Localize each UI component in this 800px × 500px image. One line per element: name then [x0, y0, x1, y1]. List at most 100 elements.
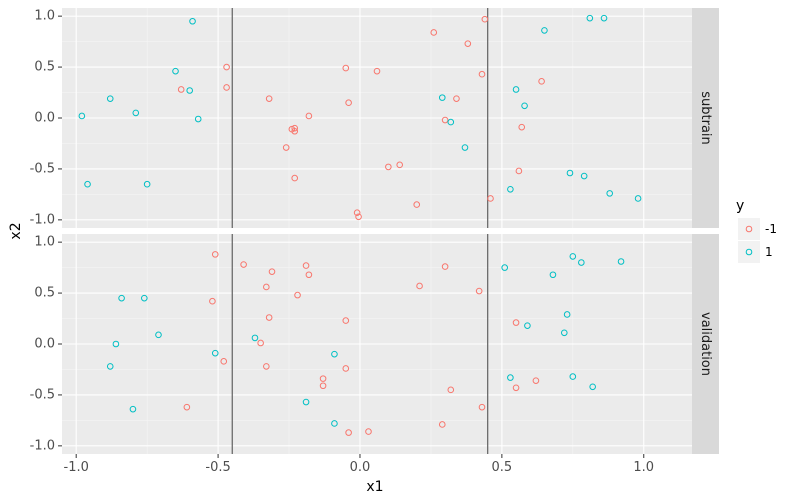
- panel-subtrain: subtrain: [62, 8, 719, 228]
- data-point: [515, 167, 523, 175]
- data-point: [220, 358, 228, 365]
- y-tick-label: -0.5: [30, 387, 55, 402]
- y-tick-label: 0.5: [34, 60, 55, 75]
- data-point: [478, 70, 486, 78]
- data-point: [441, 116, 449, 124]
- data-point: [589, 383, 596, 391]
- facet-strip-label: subtrain: [698, 91, 713, 145]
- data-point: [441, 263, 449, 270]
- data-point: [118, 294, 125, 302]
- data-point: [634, 195, 642, 202]
- data-point: [524, 322, 531, 329]
- data-point: [507, 374, 514, 381]
- data-point: [430, 29, 438, 36]
- data-point: [302, 398, 310, 406]
- data-point: [507, 185, 514, 193]
- facet-strip-label: validation: [698, 312, 713, 376]
- facet-strip: [692, 234, 719, 454]
- data-point: [453, 95, 460, 102]
- data-point: [84, 180, 91, 188]
- data-point: [566, 169, 574, 177]
- y-tick-label: -0.5: [30, 161, 55, 176]
- data-point: [365, 428, 372, 435]
- data-point: [112, 340, 120, 348]
- legend-label: 1: [765, 245, 773, 259]
- data-point: [186, 87, 194, 94]
- data-point: [240, 261, 247, 268]
- data-point: [464, 40, 472, 47]
- data-point: [563, 311, 571, 318]
- data-point: [291, 124, 299, 132]
- legend-entry: -1: [738, 218, 777, 240]
- data-point: [461, 144, 469, 151]
- panel-validation: validation: [62, 234, 719, 454]
- axes-layer: -1.0 -0.5 0.0 0.5 1.0 -1.0 -0.5 0.0 0.5 1.0 -1.0 -0…: [30, 9, 654, 475]
- data-point: [211, 251, 219, 258]
- data-point: [302, 262, 310, 269]
- data-point: [194, 115, 202, 123]
- legend-entry: 1: [738, 241, 773, 263]
- data-point: [172, 67, 179, 75]
- data-point: [447, 386, 455, 394]
- points-validation: [106, 251, 625, 436]
- data-point: [512, 384, 520, 392]
- data-point: [396, 161, 404, 169]
- data-point: [580, 172, 588, 180]
- y-tick-label: 0.5: [34, 286, 55, 301]
- x-tick-label: -1.0: [64, 460, 89, 475]
- x-tick-label: 1.0: [633, 460, 654, 475]
- data-point: [291, 127, 299, 135]
- data-point: [532, 377, 540, 384]
- data-point: [265, 95, 273, 102]
- data-point: [355, 213, 362, 221]
- data-point: [345, 429, 352, 436]
- data-point: [223, 63, 230, 71]
- data-point: [512, 86, 520, 93]
- x-tick-label: 0.5: [492, 460, 513, 475]
- data-point: [183, 403, 191, 411]
- data-point: [209, 297, 216, 305]
- data-point: [282, 144, 290, 151]
- data-point: [211, 349, 219, 357]
- legend-key: [738, 241, 760, 263]
- data-point: [560, 329, 568, 337]
- data-point: [606, 190, 614, 197]
- data-point: [342, 365, 350, 372]
- data-point: [342, 317, 350, 324]
- y-tick-label: 0.0: [34, 337, 55, 352]
- facet-strip: [692, 8, 719, 228]
- data-point: [305, 112, 313, 120]
- x-axis-title: x1: [366, 479, 383, 495]
- data-point: [263, 283, 270, 291]
- y-tick-label: -1.0: [30, 438, 55, 453]
- data-point: [538, 78, 545, 85]
- legend-key-marker: [745, 225, 753, 233]
- data-point: [319, 375, 327, 382]
- data-point: [265, 314, 273, 321]
- x-tick-label: 0.0: [350, 460, 371, 475]
- data-point: [257, 339, 264, 347]
- data-point: [223, 84, 230, 91]
- data-point: [416, 282, 423, 290]
- data-point: [129, 405, 137, 413]
- data-point: [106, 363, 114, 370]
- data-point: [331, 420, 338, 427]
- y-axis-title: x2: [8, 222, 24, 239]
- data-point: [569, 253, 577, 260]
- data-point: [578, 259, 585, 266]
- x-tick-label: -0.5: [205, 460, 230, 475]
- y-tick-label: -1.0: [30, 212, 55, 227]
- data-point: [438, 421, 446, 428]
- data-point: [475, 287, 483, 295]
- data-point: [518, 123, 526, 131]
- data-point: [177, 86, 185, 93]
- data-point: [305, 271, 313, 279]
- data-point: [541, 27, 548, 34]
- data-point: [353, 209, 361, 217]
- data-point: [331, 350, 338, 358]
- data-point: [487, 195, 494, 202]
- data-point: [78, 112, 86, 120]
- data-point: [413, 201, 421, 208]
- data-point: [345, 99, 352, 107]
